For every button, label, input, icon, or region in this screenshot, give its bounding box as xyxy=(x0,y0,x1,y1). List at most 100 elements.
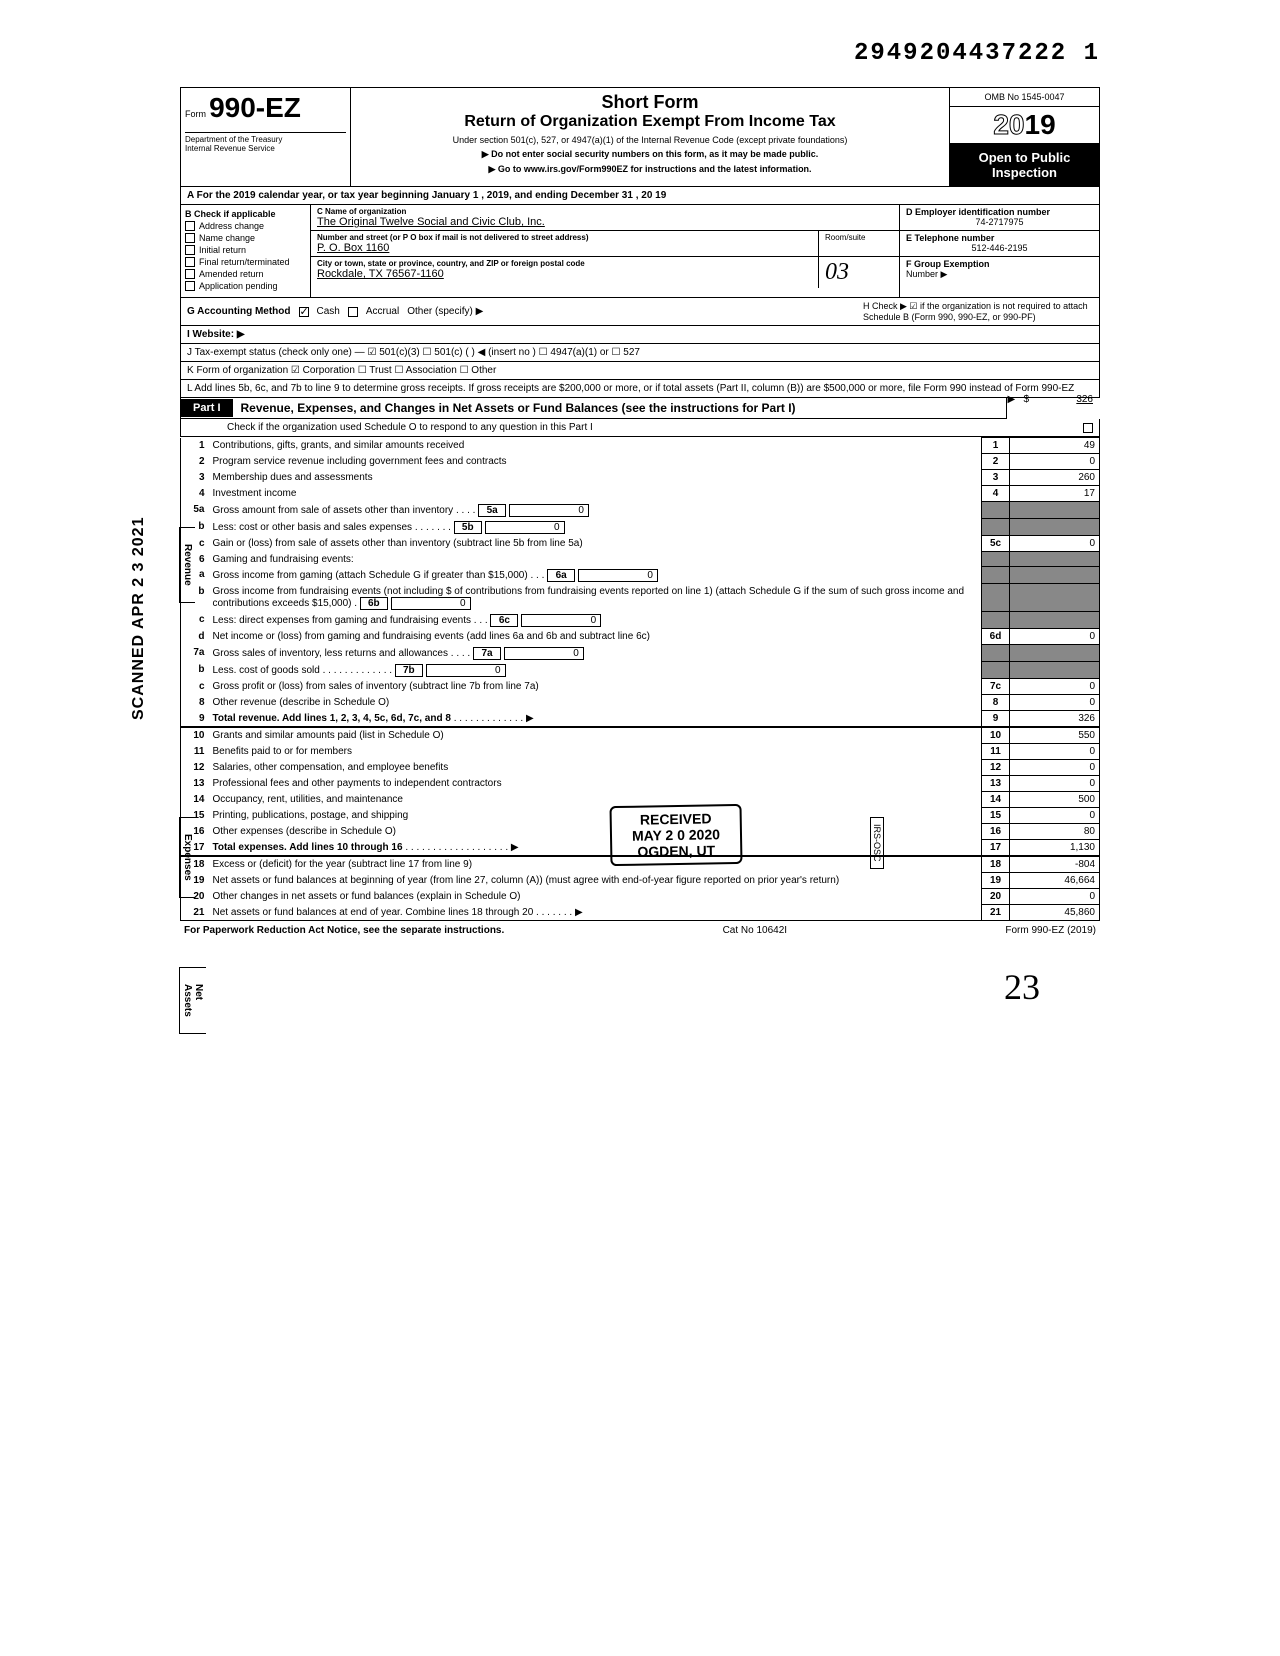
org-name-label: C Name of organization xyxy=(317,207,893,216)
ln5b-shade2 xyxy=(1010,519,1100,536)
line-l-text: L Add lines 5b, 6c, and 7b to line 9 to … xyxy=(187,383,1074,394)
line-g-label: G Accounting Method xyxy=(187,306,291,317)
handwritten-signature: 23 xyxy=(180,966,1100,1008)
ln20-box: 20 xyxy=(982,889,1010,905)
chk-accrual[interactable] xyxy=(348,307,358,317)
footer-formref: Form 990-EZ (2019) xyxy=(1005,925,1096,936)
ln18-desc: Excess or (deficit) for the year (subtra… xyxy=(209,856,982,873)
ln15-val: 0 xyxy=(1010,808,1100,824)
ln15-desc: Printing, publications, postage, and shi… xyxy=(209,808,982,824)
chk-pending[interactable] xyxy=(185,281,195,291)
warn-url: ▶ Go to www.irs.gov/Form990EZ for instru… xyxy=(359,164,941,175)
chk-schedule-o[interactable] xyxy=(1083,423,1093,433)
section-b-header: B Check if applicable xyxy=(185,209,306,219)
received-stamp: RECEIVED MAY 2 0 2020 OGDEN, UT xyxy=(609,804,742,866)
ln6c-shade2 xyxy=(1010,612,1100,629)
ln14-desc: Occupancy, rent, utilities, and maintena… xyxy=(209,792,982,808)
ln6c-mbox: 6c xyxy=(490,614,518,627)
ln6c-desc: Less: direct expenses from gaming and fu… xyxy=(213,615,471,626)
stamp-location: OGDEN, UT xyxy=(632,842,720,860)
ln19-box: 19 xyxy=(982,873,1010,889)
ln12-desc: Salaries, other compensation, and employ… xyxy=(209,760,982,776)
dept-irs: Internal Revenue Service xyxy=(185,144,346,153)
ln14-num: 14 xyxy=(181,792,209,808)
irs-osc-stamp: IRS-OSC xyxy=(870,817,884,869)
org-name-value: The Original Twelve Social and Civic Clu… xyxy=(317,216,893,228)
ln7b-mbox: 7b xyxy=(395,664,423,677)
ln12-val: 0 xyxy=(1010,760,1100,776)
ln3-desc: Membership dues and assessments xyxy=(209,470,982,486)
ln7c-desc: Gross profit or (loss) from sales of inv… xyxy=(209,679,982,695)
group-exempt-sub: Number ▶ xyxy=(906,269,1093,280)
ln6a-shade2 xyxy=(1010,567,1100,584)
ln6c-mval: 0 xyxy=(521,614,601,627)
ein-value: 74-2717975 xyxy=(906,217,1093,227)
ln6b-shade xyxy=(982,584,1010,612)
ln6d-box: 6d xyxy=(982,629,1010,645)
city-value: Rockdale, TX 76567-1160 xyxy=(317,268,812,280)
ln6a-mbox: 6a xyxy=(547,569,575,582)
footer-catno: Cat No 10642I xyxy=(723,925,788,936)
ln6d-num: d xyxy=(181,629,209,645)
form-number: 990-EZ xyxy=(209,92,301,123)
ln6b-desc: Gross income from fundraising events (no… xyxy=(213,586,965,609)
group-exempt-label: F Group Exemption xyxy=(906,259,1093,269)
ln5a-desc: Gross amount from sale of assets other t… xyxy=(213,505,454,516)
lbl-pending: Application pending xyxy=(199,281,278,291)
ln5b-desc: Less: cost or other basis and sales expe… xyxy=(213,522,413,533)
ln1-desc: Contributions, gifts, grants, and simila… xyxy=(209,438,982,454)
ln7b-shade2 xyxy=(1010,662,1100,679)
addr-label: Number and street (or P O box if mail is… xyxy=(317,233,812,242)
line-j-text: J Tax-exempt status (check only one) — ☑… xyxy=(187,347,640,358)
lbl-address-change: Address change xyxy=(199,221,264,231)
part1-check-text: Check if the organization used Schedule … xyxy=(227,422,593,433)
chk-cash[interactable] xyxy=(299,307,309,317)
ln9-val: 326 xyxy=(1010,711,1100,728)
ln1-num: 1 xyxy=(181,438,209,454)
line-a: A For the 2019 calendar year, or tax yea… xyxy=(180,187,1100,205)
ln5b-mval: 0 xyxy=(485,521,565,534)
ln7b-num: b xyxy=(181,662,209,679)
ln4-desc: Investment income xyxy=(209,486,982,502)
page-footer: For Paperwork Reduction Act Notice, see … xyxy=(180,925,1100,936)
ln2-val: 0 xyxy=(1010,454,1100,470)
ln21-box: 21 xyxy=(982,905,1010,921)
ln11-box: 11 xyxy=(982,744,1010,760)
line-i-text: I Website: ▶ xyxy=(187,329,245,340)
ln5a-shade2 xyxy=(1010,502,1100,519)
ln11-val: 0 xyxy=(1010,744,1100,760)
ln16-box: 16 xyxy=(982,824,1010,840)
title-subtitle: Under section 501(c), 527, or 4947(a)(1)… xyxy=(359,135,941,145)
scanned-stamp: SCANNED APR 2 3 2021 xyxy=(130,517,148,720)
ln12-num: 12 xyxy=(181,760,209,776)
ln7a-mbox: 7a xyxy=(473,647,501,660)
ln8-num: 8 xyxy=(181,695,209,711)
part1-header: Part I Revenue, Expenses, and Changes in… xyxy=(180,398,1007,419)
ln6a-mval: 0 xyxy=(578,569,658,582)
ln6d-desc: Net income or (loss) from gaming and fun… xyxy=(209,629,982,645)
ln10-num: 10 xyxy=(181,727,209,744)
ln10-val: 550 xyxy=(1010,727,1100,744)
omb-number: OMB No 1545-0047 xyxy=(950,88,1099,107)
chk-initial-return[interactable] xyxy=(185,245,195,255)
chk-final-return[interactable] xyxy=(185,257,195,267)
ln5c-desc: Gain or (loss) from sale of assets other… xyxy=(209,536,982,552)
ln21-num: 21 xyxy=(181,905,209,921)
ln3-num: 3 xyxy=(181,470,209,486)
chk-address-change[interactable] xyxy=(185,221,195,231)
ln7c-num: c xyxy=(181,679,209,695)
ln21-desc: Net assets or fund balances at end of ye… xyxy=(213,907,534,918)
ln6a-desc: Gross income from gaming (attach Schedul… xyxy=(213,570,528,581)
phone-label: E Telephone number xyxy=(906,233,1093,243)
ln5a-shade xyxy=(982,502,1010,519)
ln8-val: 0 xyxy=(1010,695,1100,711)
ln1-val: 49 xyxy=(1010,438,1100,454)
lbl-final-return: Final return/terminated xyxy=(199,257,290,267)
ln5c-val: 0 xyxy=(1010,536,1100,552)
chk-amended[interactable] xyxy=(185,269,195,279)
ln4-val: 17 xyxy=(1010,486,1100,502)
chk-name-change[interactable] xyxy=(185,233,195,243)
part1-check-line: Check if the organization used Schedule … xyxy=(180,419,1100,437)
vert-revenue: Revenue xyxy=(179,527,195,603)
city-label: City or town, state or province, country… xyxy=(317,259,812,268)
